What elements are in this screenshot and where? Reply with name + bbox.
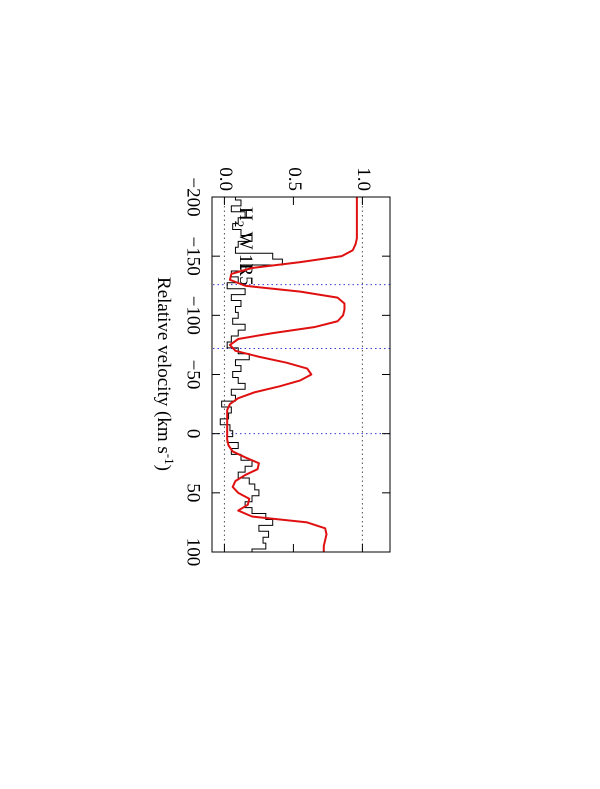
x-tick-label: 50 (183, 483, 204, 502)
line-label: H2 W 1R5 (232, 207, 256, 286)
y-tick-label: 0.5 (284, 167, 305, 191)
x-title-sup: -1 (162, 454, 177, 465)
x-tick-label: −200 (183, 177, 204, 216)
rotated-plot: H2 W 1R5 Relative velocity (km s-1) −200… (153, 167, 391, 567)
y-tick-label: 1.0 (353, 167, 374, 191)
label-sub: 2 (232, 221, 247, 228)
data-histogram (219, 197, 283, 552)
x-axis-title: Relative velocity (km s-1) (153, 277, 177, 471)
model-line (226, 197, 358, 552)
x-tick-label: −50 (183, 360, 204, 390)
x-title-main: Relative velocity (km s (153, 277, 174, 454)
x-tick-label: −100 (183, 296, 204, 335)
x-tick-label: 0 (183, 429, 204, 439)
x-title-end: ) (153, 465, 174, 471)
x-tick-label: −150 (183, 237, 204, 276)
x-tick-label: 100 (183, 538, 204, 567)
y-tick-label: 0.0 (215, 167, 236, 191)
